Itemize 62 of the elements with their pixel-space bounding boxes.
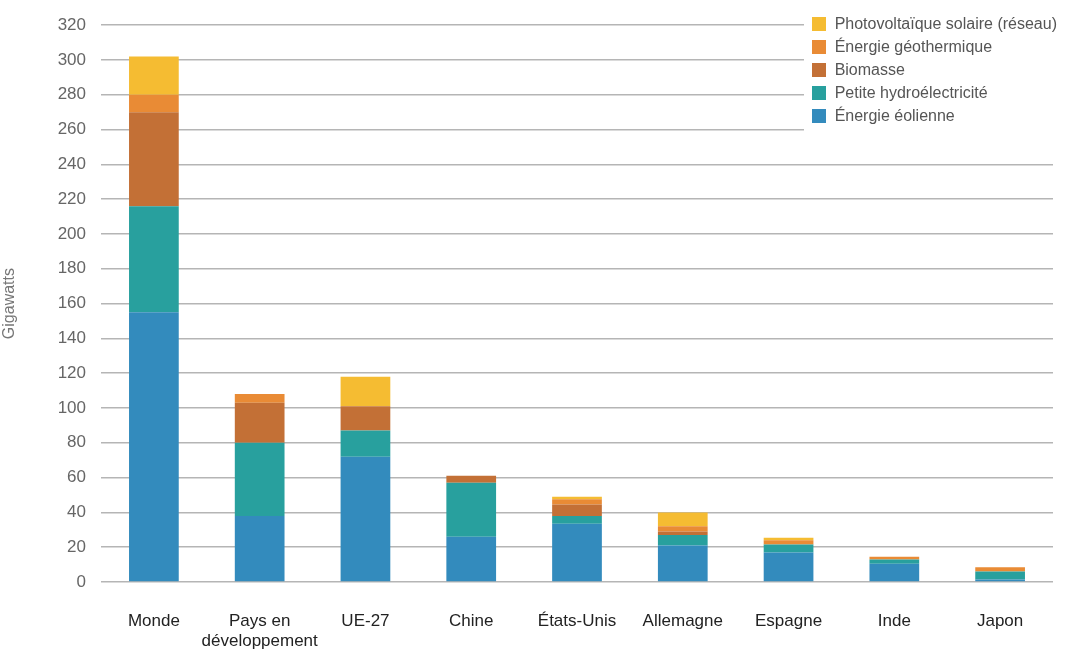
bar bbox=[552, 515, 602, 524]
y-tick-label: 260 bbox=[57, 119, 86, 139]
x-tick-label: Pays en développement bbox=[201, 610, 319, 651]
bar bbox=[340, 456, 391, 582]
x-tick-label: Inde bbox=[877, 610, 911, 630]
bar bbox=[129, 312, 179, 582]
bar bbox=[129, 112, 179, 207]
legend-label: Photovoltaïque solaire (réseau) bbox=[834, 14, 1057, 33]
bar bbox=[657, 545, 708, 582]
y-axis-title: Gigawatts bbox=[0, 268, 18, 340]
bar bbox=[446, 482, 497, 537]
bar bbox=[552, 504, 602, 516]
y-tick-label: 100 bbox=[57, 397, 86, 417]
x-tick-label: États-Unis bbox=[537, 610, 617, 630]
x-tick-label: Allemagne bbox=[642, 610, 723, 630]
y-tick-label: 300 bbox=[57, 49, 86, 69]
bar bbox=[340, 376, 391, 407]
bar bbox=[129, 94, 179, 113]
y-tick-label: 40 bbox=[67, 502, 86, 522]
bar bbox=[234, 394, 285, 403]
bar bbox=[657, 535, 708, 546]
bar bbox=[234, 442, 285, 516]
y-tick-label: 140 bbox=[57, 328, 86, 348]
x-tick-label: Espagne bbox=[754, 610, 823, 630]
x-tick-label: Japon bbox=[976, 610, 1024, 630]
bar bbox=[552, 523, 602, 582]
bar bbox=[975, 567, 1025, 572]
bar bbox=[340, 406, 391, 431]
y-tick-label: 0 bbox=[76, 571, 86, 591]
bar bbox=[129, 56, 179, 95]
bar bbox=[869, 559, 920, 564]
bar bbox=[975, 571, 1025, 580]
y-tick-label: 320 bbox=[57, 14, 86, 34]
y-tick-label: 280 bbox=[57, 84, 86, 104]
bar bbox=[657, 512, 708, 527]
legend-label: Petite hydroélectricité bbox=[834, 83, 988, 102]
bar bbox=[657, 526, 708, 532]
legend-label: Énergie géothermique bbox=[834, 37, 993, 56]
y-tick-label: 120 bbox=[57, 362, 86, 382]
y-tick-label: 160 bbox=[57, 293, 86, 313]
bar bbox=[234, 515, 285, 582]
legend-label: Énergie éolienne bbox=[834, 106, 955, 125]
x-tick-label: UE-27 bbox=[341, 610, 390, 630]
y-tick-label: 60 bbox=[67, 467, 86, 487]
y-tick-label: 220 bbox=[57, 188, 86, 208]
bar bbox=[869, 563, 920, 582]
bar bbox=[446, 536, 497, 582]
bar bbox=[446, 475, 497, 483]
bar bbox=[552, 499, 602, 505]
y-tick-label: 180 bbox=[57, 258, 86, 278]
y-tick-label: 200 bbox=[57, 223, 86, 243]
bar bbox=[129, 206, 179, 313]
y-tick-label: 20 bbox=[67, 536, 86, 556]
y-tick-label: 240 bbox=[57, 154, 86, 174]
x-tick-label: Chine bbox=[449, 610, 494, 630]
bar bbox=[234, 402, 285, 443]
bar bbox=[763, 552, 814, 582]
x-tick-label: Monde bbox=[127, 610, 180, 630]
bar bbox=[763, 540, 814, 545]
legend-label: Biomasse bbox=[834, 60, 905, 79]
bar bbox=[340, 430, 391, 457]
y-tick-label: 80 bbox=[67, 432, 86, 452]
